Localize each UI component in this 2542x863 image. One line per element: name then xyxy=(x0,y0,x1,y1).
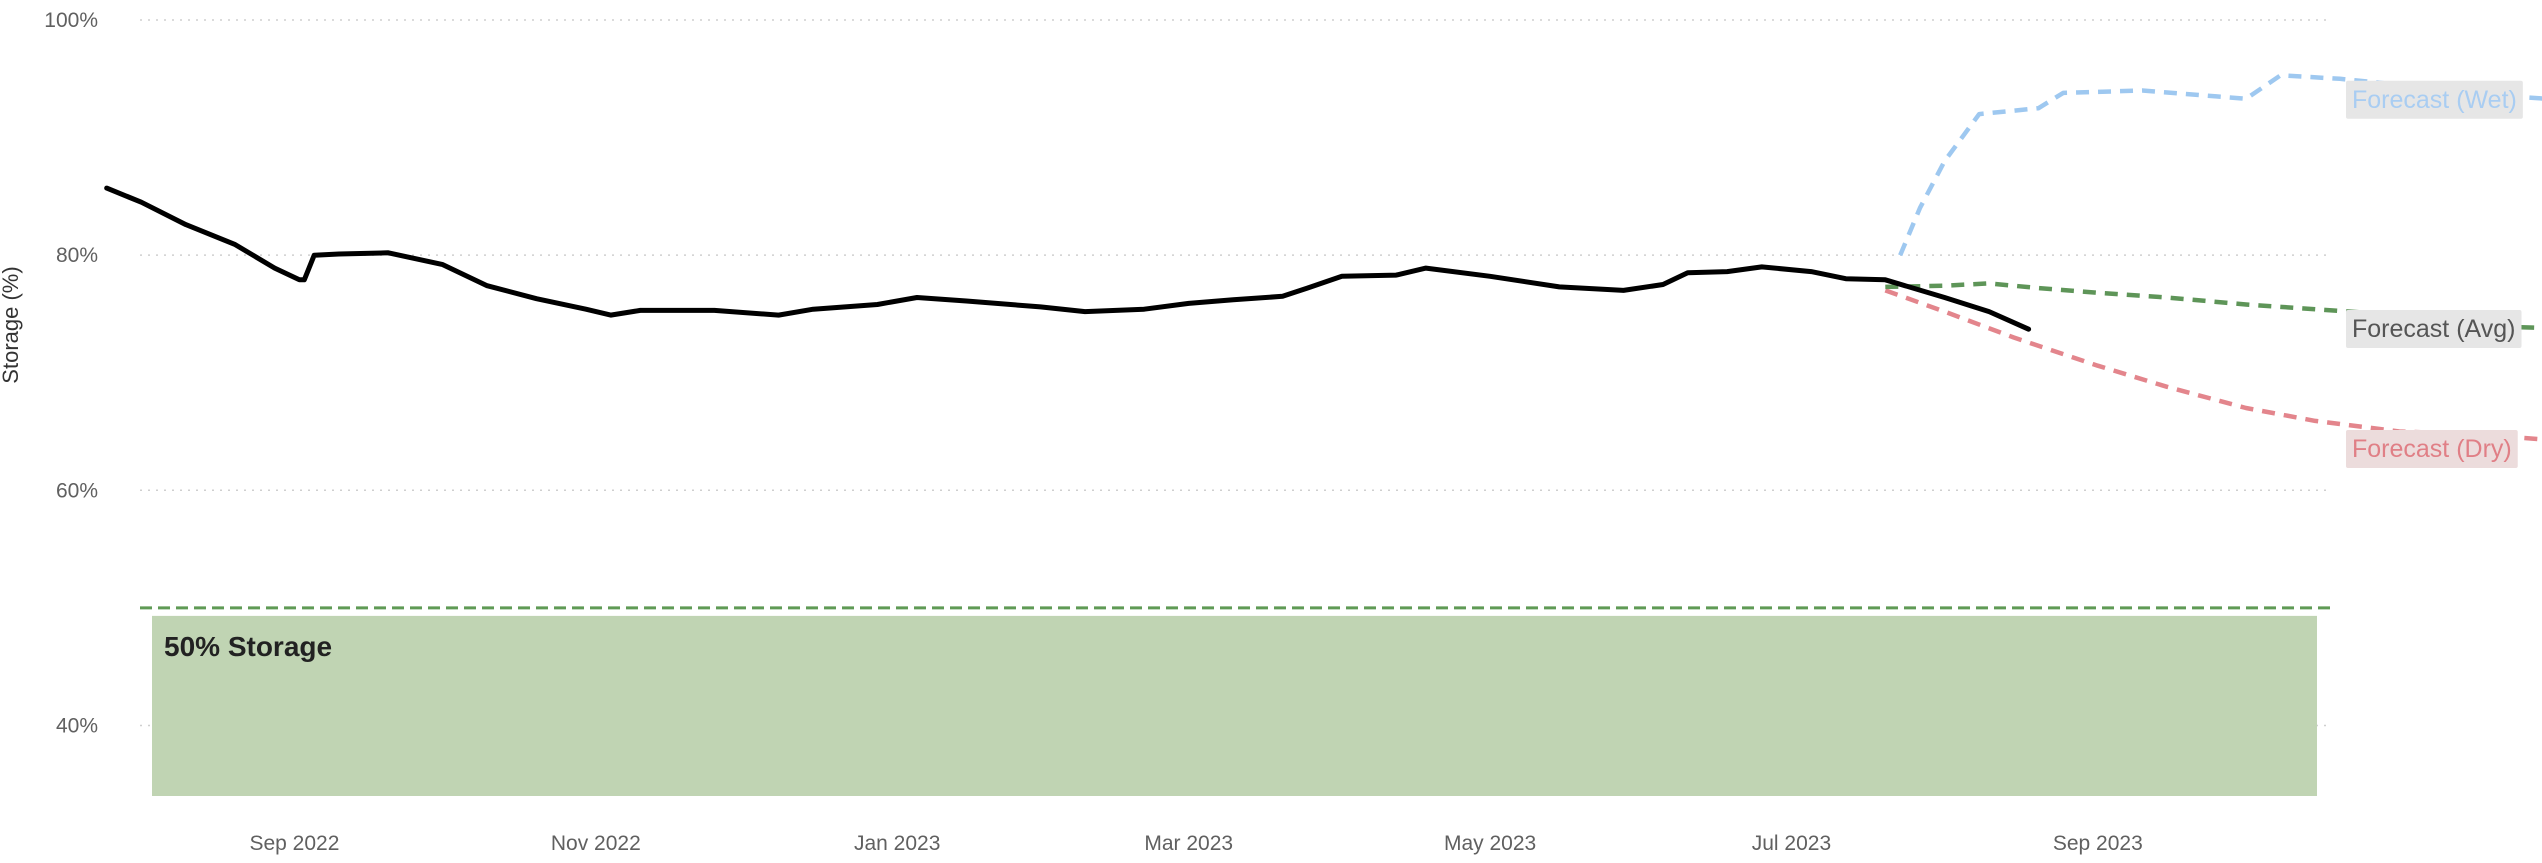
forecast-label-text: Forecast (Wet) xyxy=(2352,86,2517,114)
forecast-label-bg xyxy=(2346,80,2523,119)
y-tick-label: 80% xyxy=(56,244,98,267)
y-tick-label: 60% xyxy=(56,479,98,502)
x-tick-label: Sep 2023 xyxy=(2053,832,2143,855)
series-line-observed xyxy=(104,185,2032,332)
threshold-band-group: 50% Storage xyxy=(140,606,2330,796)
threshold-band xyxy=(152,615,2317,796)
forecast-label-bg xyxy=(2346,310,2522,349)
x-tick-label: Nov 2022 xyxy=(551,832,641,855)
axes-group: 40% 60% 80% 100% Sep 2022 Nov 2022 Jan 2023 Mar… xyxy=(44,9,2142,855)
y-axis-label: Storage (%) xyxy=(0,266,23,383)
forecast-label-text: Forecast (Avg) xyxy=(2352,315,2515,343)
forecast-label-dry: Forecast (Dry) xyxy=(2346,429,2518,468)
forecast-label-text: Forecast (Dry) xyxy=(2352,435,2512,463)
series-group xyxy=(104,73,2542,442)
forecast-label-wet: Forecast (Wet) xyxy=(2346,80,2523,119)
x-tick-label: May 2023 xyxy=(1444,832,1536,855)
y-tick-label: 100% xyxy=(44,9,98,32)
series-line-avg xyxy=(1885,281,2542,331)
x-tick-label: Sep 2022 xyxy=(249,832,339,855)
forecast-labels-group: Forecast (Wet) Forecast (Avg) Forecast (Dr… xyxy=(2346,80,2523,468)
x-tick-label: Mar 2023 xyxy=(1144,832,1233,855)
x-tick-label: Jul 2023 xyxy=(1752,832,1831,855)
forecast-label-bg xyxy=(2346,429,2518,468)
series-line-wet xyxy=(1898,73,2542,257)
y-tick-label: 40% xyxy=(56,714,98,737)
x-tick-label: Jan 2023 xyxy=(854,832,940,855)
forecast-label-avg: Forecast (Avg) xyxy=(2346,310,2522,349)
threshold-band-label: 50% Storage xyxy=(164,631,332,662)
